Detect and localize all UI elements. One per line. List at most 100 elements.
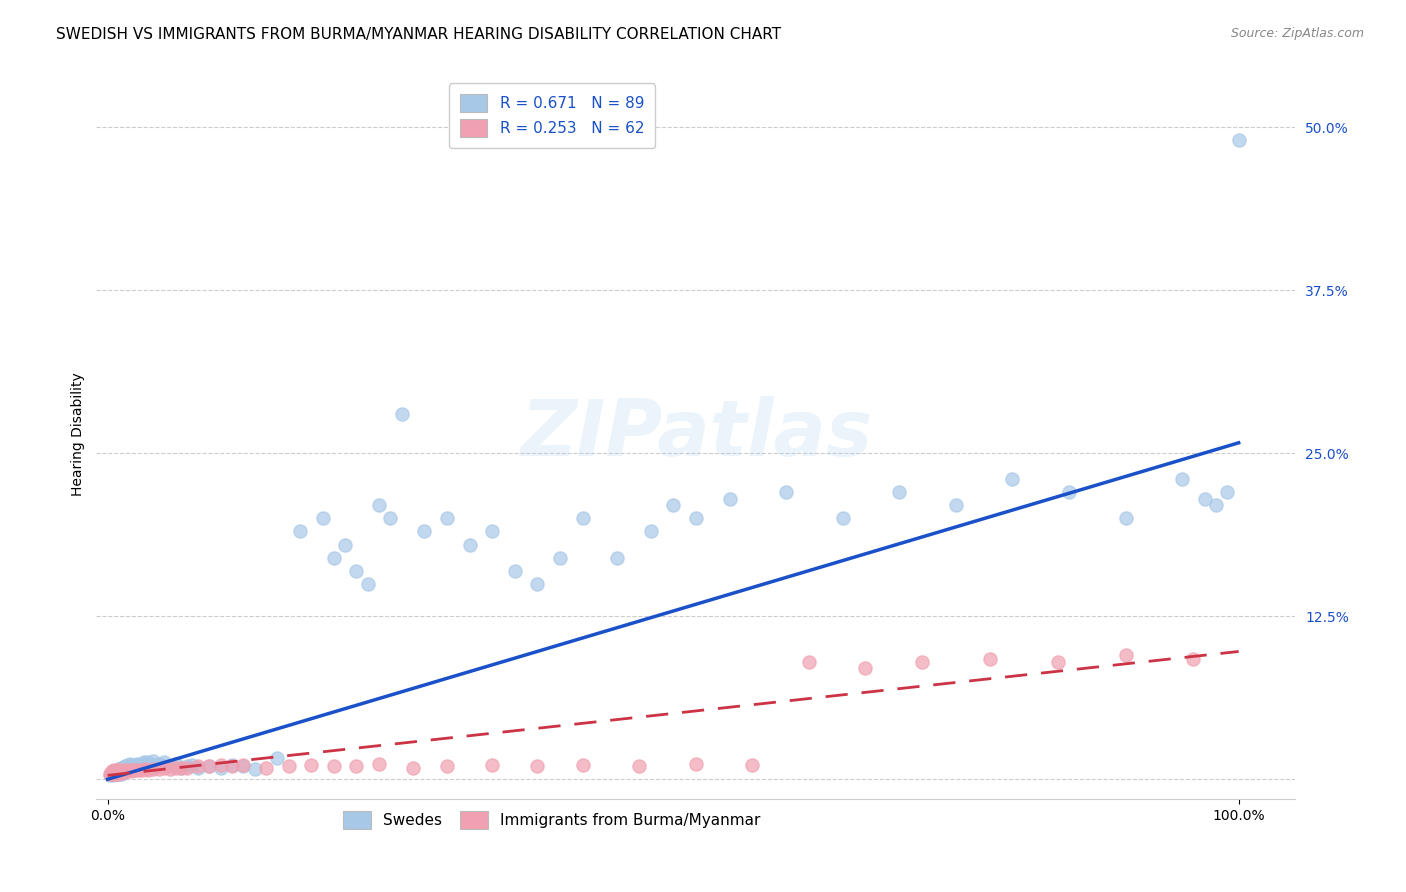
Point bbox=[221, 758, 243, 772]
Point bbox=[104, 764, 127, 779]
Point bbox=[111, 764, 134, 779]
Point bbox=[107, 765, 129, 780]
Point bbox=[243, 762, 266, 776]
Point bbox=[142, 754, 165, 768]
Point bbox=[103, 763, 125, 777]
Point bbox=[855, 661, 877, 675]
Point bbox=[1115, 511, 1137, 525]
Point bbox=[114, 759, 136, 773]
Point bbox=[108, 765, 131, 780]
Point bbox=[114, 763, 136, 777]
Point bbox=[889, 485, 911, 500]
Point bbox=[134, 762, 156, 776]
Point bbox=[402, 760, 425, 774]
Point bbox=[571, 758, 593, 772]
Point bbox=[718, 491, 741, 506]
Point bbox=[101, 765, 124, 780]
Point bbox=[107, 765, 129, 780]
Point bbox=[128, 758, 150, 772]
Point bbox=[979, 652, 1001, 666]
Point bbox=[98, 768, 121, 782]
Point bbox=[114, 759, 136, 773]
Point bbox=[108, 765, 131, 780]
Point bbox=[118, 760, 141, 774]
Point bbox=[120, 764, 142, 779]
Point bbox=[124, 758, 146, 772]
Point bbox=[571, 511, 593, 525]
Point bbox=[103, 767, 125, 781]
Point bbox=[1046, 655, 1069, 669]
Point bbox=[136, 756, 159, 770]
Point bbox=[221, 759, 243, 773]
Point bbox=[640, 524, 662, 539]
Point bbox=[108, 765, 131, 780]
Point bbox=[110, 764, 132, 779]
Point bbox=[110, 767, 132, 781]
Point bbox=[148, 756, 170, 771]
Point bbox=[322, 759, 344, 773]
Point bbox=[380, 511, 402, 525]
Point bbox=[115, 764, 138, 779]
Point bbox=[104, 767, 127, 781]
Point bbox=[1115, 648, 1137, 663]
Point bbox=[458, 537, 481, 551]
Point bbox=[775, 485, 797, 500]
Point bbox=[111, 765, 134, 780]
Point bbox=[391, 407, 413, 421]
Point bbox=[1001, 472, 1024, 486]
Point bbox=[143, 759, 166, 773]
Point bbox=[357, 576, 380, 591]
Point bbox=[105, 767, 128, 781]
Point bbox=[254, 760, 277, 774]
Point bbox=[911, 655, 934, 669]
Point bbox=[266, 751, 288, 765]
Point bbox=[103, 764, 125, 779]
Point bbox=[277, 759, 299, 773]
Text: SWEDISH VS IMMIGRANTS FROM BURMA/MYANMAR HEARING DISABILITY CORRELATION CHART: SWEDISH VS IMMIGRANTS FROM BURMA/MYANMAR… bbox=[56, 27, 782, 42]
Point bbox=[125, 763, 148, 777]
Point bbox=[181, 758, 204, 772]
Point bbox=[299, 758, 322, 772]
Point bbox=[368, 756, 391, 771]
Point bbox=[436, 511, 458, 525]
Point bbox=[118, 763, 141, 777]
Point bbox=[103, 768, 125, 782]
Point bbox=[105, 763, 128, 777]
Point bbox=[153, 756, 176, 770]
Point bbox=[104, 764, 127, 779]
Point bbox=[100, 765, 122, 780]
Point bbox=[120, 756, 142, 771]
Point bbox=[1171, 472, 1194, 486]
Point bbox=[288, 524, 311, 539]
Point bbox=[176, 759, 198, 773]
Point bbox=[1227, 133, 1250, 147]
Point bbox=[125, 756, 148, 771]
Point bbox=[831, 511, 853, 525]
Point bbox=[121, 759, 143, 773]
Point bbox=[368, 499, 391, 513]
Point bbox=[114, 763, 136, 777]
Y-axis label: Hearing Disability: Hearing Disability bbox=[72, 372, 86, 496]
Point bbox=[335, 537, 357, 551]
Point bbox=[503, 564, 526, 578]
Point bbox=[107, 763, 129, 777]
Point bbox=[153, 760, 176, 774]
Point bbox=[945, 499, 967, 513]
Point bbox=[187, 760, 209, 774]
Point bbox=[170, 760, 193, 774]
Point bbox=[100, 767, 122, 781]
Point bbox=[548, 550, 571, 565]
Point bbox=[107, 764, 129, 779]
Point bbox=[232, 759, 254, 773]
Text: ZIPatlas: ZIPatlas bbox=[520, 396, 872, 472]
Point bbox=[132, 756, 155, 770]
Point bbox=[128, 763, 150, 777]
Point bbox=[170, 760, 193, 774]
Point bbox=[685, 511, 707, 525]
Point bbox=[481, 524, 503, 539]
Point bbox=[662, 499, 685, 513]
Point bbox=[346, 564, 368, 578]
Point bbox=[159, 759, 181, 773]
Point bbox=[111, 760, 134, 774]
Point bbox=[1182, 652, 1205, 666]
